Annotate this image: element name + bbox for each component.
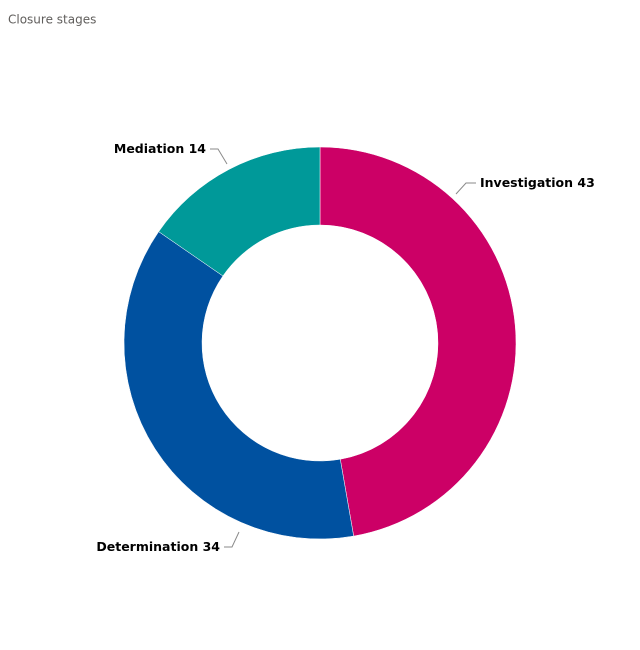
label-name: Mediation xyxy=(114,141,184,156)
donut-slice xyxy=(158,146,321,277)
slices xyxy=(123,146,517,540)
label-value: 14 xyxy=(189,141,207,156)
donut-slice xyxy=(123,231,354,540)
data-label: Determination 34 xyxy=(96,539,220,554)
data-label: Mediation 14 xyxy=(114,141,206,156)
donut-slice xyxy=(319,146,517,537)
leader-line xyxy=(224,531,240,548)
data-label: Investigation 43 xyxy=(480,175,595,190)
label-value: 34 xyxy=(203,539,221,554)
label-name: Investigation xyxy=(480,175,573,190)
chart-title: Closure stages xyxy=(8,13,96,27)
label-name: Determination xyxy=(96,539,198,554)
label-value: 43 xyxy=(577,175,594,190)
leader-line xyxy=(455,182,476,195)
leader-line xyxy=(210,148,228,165)
